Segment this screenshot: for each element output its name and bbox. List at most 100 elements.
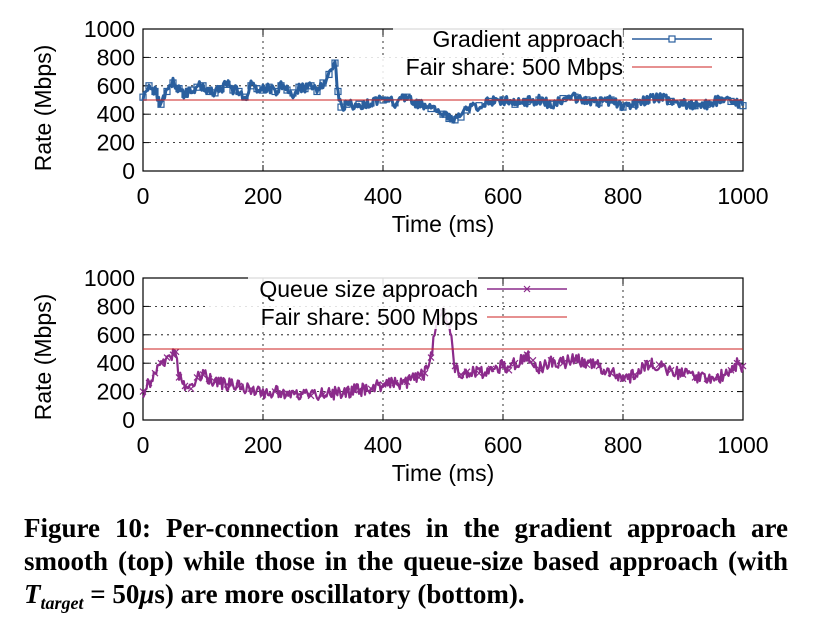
x-tick-label: 1000 [717,183,768,209]
data-point [475,369,483,377]
data-point [727,97,735,106]
data-point [367,385,375,393]
legend-marker [523,285,531,293]
x-tick-label: 200 [244,432,282,458]
x-tick-label: 800 [604,432,642,458]
data-point [523,351,531,359]
y-tick-label: 200 [97,379,135,405]
data-point [571,355,579,363]
data-point [511,359,519,367]
caption-math-sub: target [40,593,84,614]
legend-bg [393,27,623,51]
data-point [271,87,279,96]
data-point [199,82,207,90]
data-point [439,110,447,118]
data-point [223,80,231,88]
data-point [457,371,465,378]
data-point [331,389,339,397]
data-point [331,59,339,67]
data-point [343,100,351,108]
data-point [427,104,435,113]
y-tick-label: 0 [122,407,135,433]
data-point [307,392,315,400]
data-point [139,388,147,396]
x-tick-label: 600 [484,183,522,209]
x-tick-label: 0 [137,432,150,458]
data-point [157,100,165,108]
figure-caption: Figure 10: Per-connection rates in the g… [24,512,788,620]
data-point [739,102,747,110]
x-axis-label: Time (ms) [392,460,495,486]
data-point [283,389,291,397]
y-tick-label: 200 [97,130,135,156]
data-point [631,371,639,378]
x-tick-label: 800 [604,183,642,209]
y-tick-label: 600 [97,73,135,99]
x-tick-label: 200 [244,183,282,209]
data-point [235,87,243,96]
data-point [523,97,531,106]
data-point [511,100,519,108]
data-point [199,371,207,378]
data-point [193,373,201,381]
legend-bg [353,55,623,79]
data-point [457,113,465,121]
data-point [271,388,279,396]
x-tick-label: 0 [137,183,150,209]
data-point [355,100,363,108]
data-point [415,100,423,108]
y-tick-label: 400 [97,101,135,127]
data-point [157,359,165,367]
data-point [325,70,333,79]
data-point [451,362,459,370]
data-point [631,100,639,108]
legend-marker [668,35,676,43]
data-point [391,379,399,387]
data-point [169,79,177,87]
x-tick-label: 1000 [717,432,768,458]
data-point [319,79,327,87]
data-point [679,371,687,378]
data-point [205,375,213,383]
x-tick-label: 400 [364,432,402,458]
legend-label: Fair share: 500 Mbps [261,304,478,330]
data-point [307,82,315,90]
data-point [667,366,675,374]
data-point [619,375,627,383]
data-point [295,391,303,398]
data-point [235,382,243,390]
data-point [211,89,219,97]
data-point [172,348,180,356]
y-tick-label: 1000 [84,16,135,42]
x-tick-label: 600 [484,432,522,458]
data-point [181,382,189,390]
data-point [703,100,711,108]
data-point [619,103,627,111]
data-point [547,100,555,108]
data-point [499,362,507,370]
data-point [265,83,273,91]
data-point [211,378,219,386]
data-point [223,381,231,388]
data-point [187,385,195,393]
data-point [505,366,513,374]
y-tick-label: 1000 [84,265,135,291]
data-point [145,82,153,90]
y-tick-label: 400 [97,350,135,376]
data-point [463,368,471,376]
x-axis-label: Time (ms) [392,211,495,237]
data-point [319,391,327,398]
data-point [487,365,495,373]
y-tick-label: 600 [97,322,135,348]
data-point [487,97,495,106]
data-point [334,87,342,96]
legend-label: Fair share: 500 Mbps [406,54,623,80]
data-point [559,94,567,103]
data-point [403,378,411,386]
data-point [181,90,189,98]
data-point [415,373,423,381]
data-point [559,359,567,367]
y-axis-label: Rate (Mbps) [30,294,56,421]
caption-suffix: s) are more oscillatory (bottom). [154,579,525,609]
